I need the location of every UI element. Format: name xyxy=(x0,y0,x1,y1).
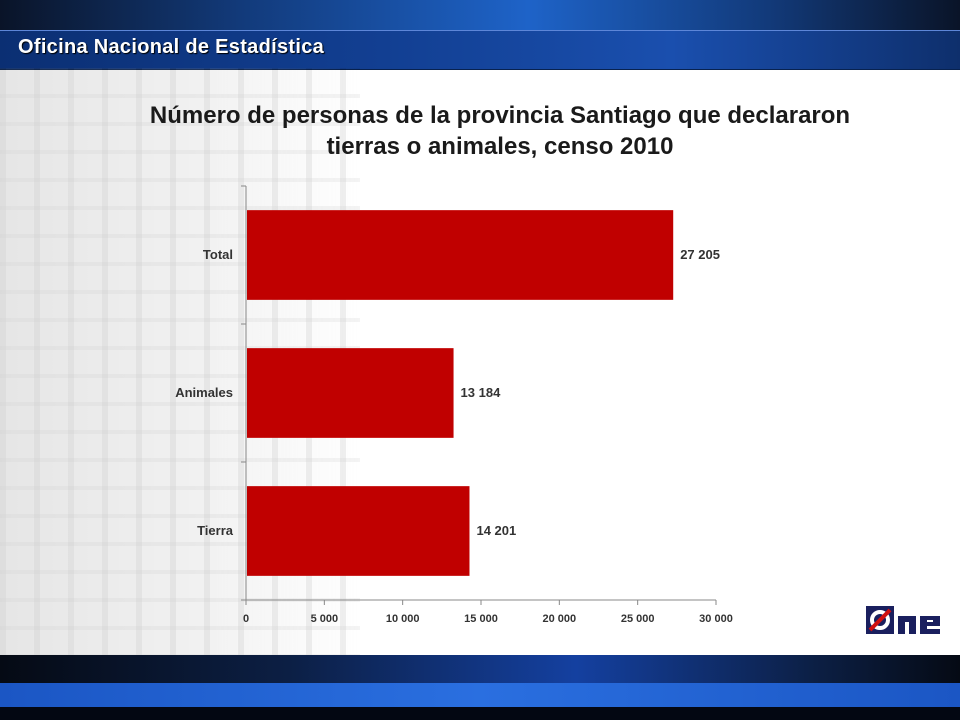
data-label: 14 201 xyxy=(476,523,516,538)
header-title: Oficina Nacional de Estadística xyxy=(18,36,325,58)
logo-o-ring xyxy=(870,610,890,630)
x-tick-label: 0 xyxy=(243,613,249,625)
bar-tierra xyxy=(247,486,470,576)
bar-animales xyxy=(247,348,454,438)
x-tick-label: 20 000 xyxy=(543,613,577,625)
logo-e xyxy=(920,616,940,634)
x-tick-label: 30 000 xyxy=(699,613,733,625)
bottom-band-blue xyxy=(0,683,960,707)
chart-title: Número de personas de la provincia Santi… xyxy=(149,102,851,160)
category-label: Animales xyxy=(175,385,233,400)
one-logo xyxy=(866,606,940,634)
logo-slash xyxy=(868,608,892,632)
data-label: 27 205 xyxy=(680,247,720,262)
category-label: Tierra xyxy=(197,523,234,538)
header-bar xyxy=(0,30,960,70)
x-tick-label: 15 000 xyxy=(464,613,498,625)
category-label: Total xyxy=(203,247,233,262)
data-label: 13 184 xyxy=(461,385,502,400)
x-tick-label: 5 000 xyxy=(311,613,339,625)
bottom-band-black xyxy=(0,707,960,720)
bottom-band-dark xyxy=(0,655,960,683)
top-decorative-band xyxy=(0,0,960,30)
x-tick-label: 10 000 xyxy=(386,613,420,625)
x-tick-label: 25 000 xyxy=(621,613,655,625)
bar-total xyxy=(247,210,674,300)
logo-n xyxy=(898,616,916,634)
